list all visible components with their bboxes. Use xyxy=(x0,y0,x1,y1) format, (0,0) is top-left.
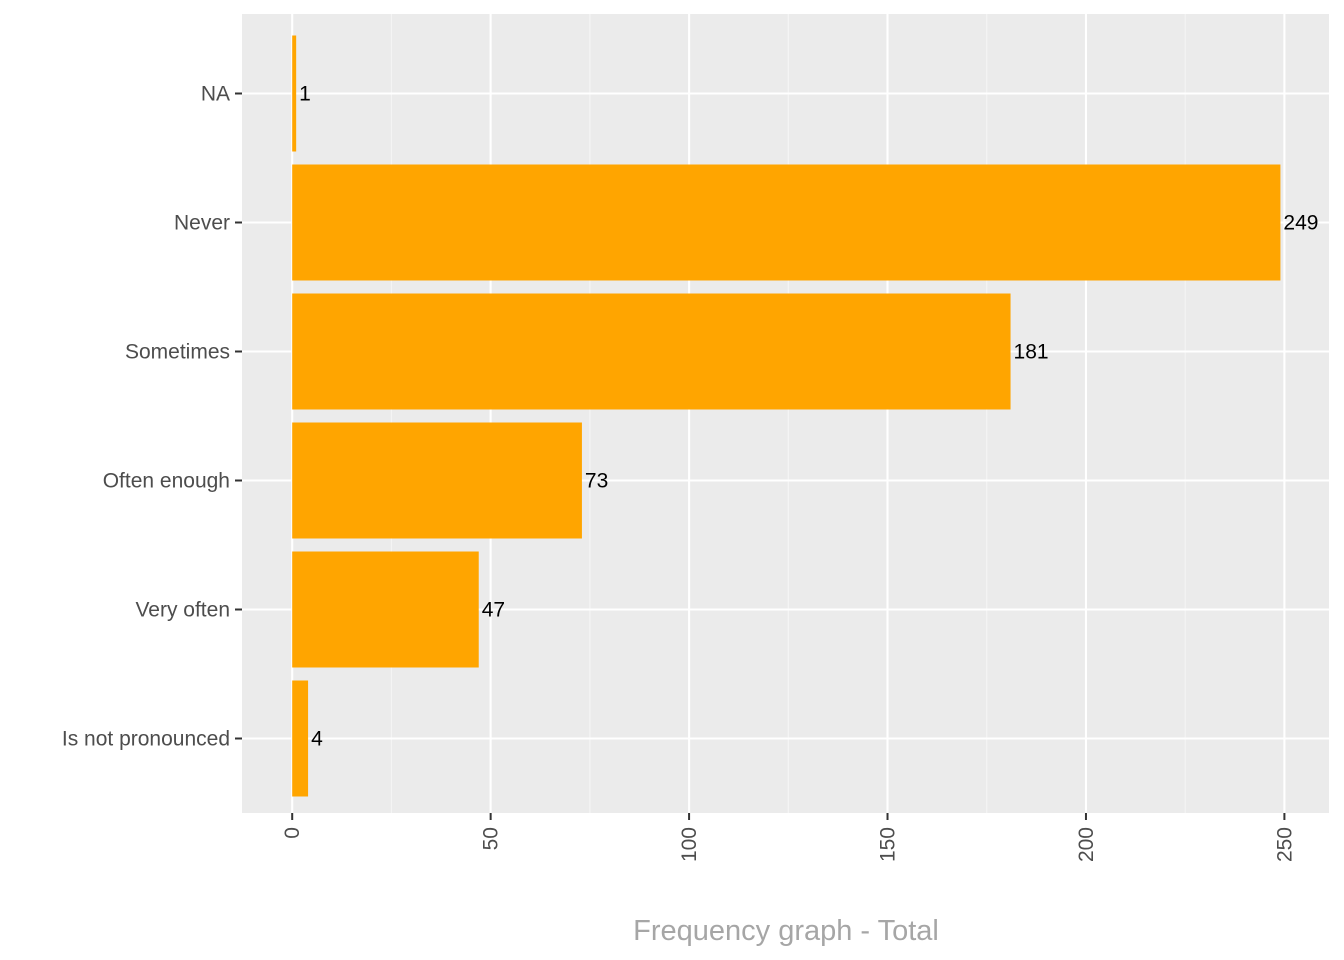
bar xyxy=(292,293,1011,410)
x-tick-label: 0 xyxy=(281,827,304,839)
data-label: 1 xyxy=(299,83,311,106)
bar xyxy=(292,551,479,668)
x-tick-label: 100 xyxy=(678,827,701,862)
x-tick-label: 250 xyxy=(1273,827,1296,862)
y-tick-label: Very often xyxy=(135,599,230,622)
bars xyxy=(292,35,1281,797)
y-tick-label: Often enough xyxy=(103,470,230,493)
y-tick-label: Never xyxy=(174,212,230,235)
y-tick-label: Is not pronounced xyxy=(62,728,230,751)
bar xyxy=(292,35,297,152)
data-label: 249 xyxy=(1283,212,1318,235)
y-axis: NA Never Sometimes Often enough Very often Is… xyxy=(62,83,242,751)
bar xyxy=(292,422,582,539)
x-tick-label: 200 xyxy=(1075,827,1098,862)
x-axis-title: Frequency graph - Total xyxy=(633,915,939,947)
minor-grid xyxy=(390,14,1186,813)
y-tick-label: NA xyxy=(201,83,230,106)
data-label: 73 xyxy=(585,470,608,493)
data-label: 47 xyxy=(482,599,505,622)
bar xyxy=(292,680,309,797)
x-axis: 0 50 100 150 200 250 xyxy=(281,813,1296,862)
data-label: 4 xyxy=(311,728,323,751)
x-tick-label: 50 xyxy=(480,827,503,850)
plot-panel xyxy=(242,14,1329,813)
y-tick-label: Sometimes xyxy=(125,341,230,364)
data-labels: 1 249 181 73 47 4 xyxy=(299,83,1318,751)
data-label: 181 xyxy=(1014,341,1049,364)
x-tick-label: 150 xyxy=(877,827,900,862)
bar xyxy=(292,164,1281,281)
